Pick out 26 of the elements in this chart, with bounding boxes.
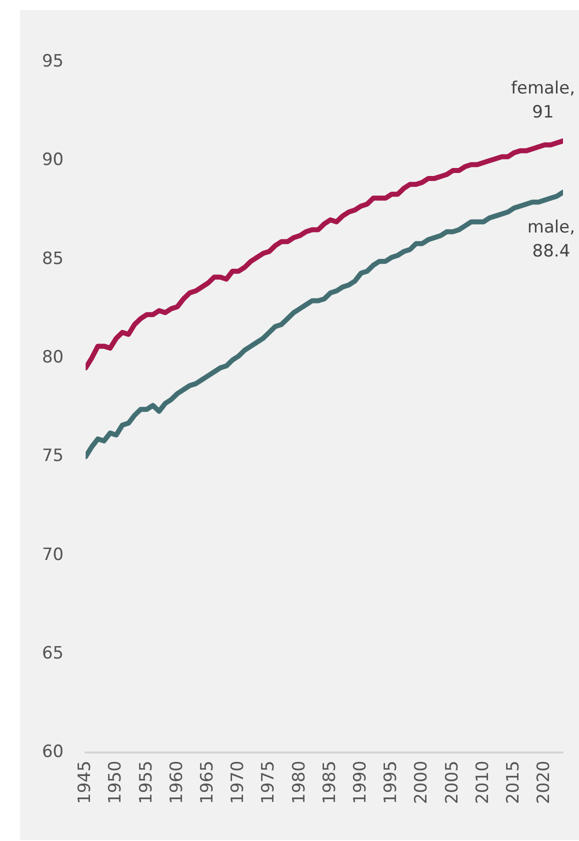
y-tick-label: 90: [42, 150, 64, 170]
x-tick-label: 1990: [350, 760, 370, 804]
y-tick-label: 85: [42, 248, 64, 269]
annotation: female, 91: [510, 78, 576, 122]
x-tick-label: 1995: [381, 760, 402, 804]
x-tick-label: 1950: [106, 760, 126, 804]
x-tick-label: 1945: [75, 760, 96, 804]
x-tick-label: 2020: [534, 760, 554, 804]
y-tick-label: 60: [42, 742, 64, 762]
x-tick-label: 1975: [258, 760, 279, 804]
x-tick-label: 2015: [503, 760, 524, 804]
x-tick-label: 2005: [442, 760, 462, 804]
x-tick-label: 2000: [412, 760, 432, 804]
x-tick-label: 1985: [320, 760, 340, 804]
x-tick-label: 1965: [197, 760, 218, 804]
x-tick-label: 1980: [289, 760, 310, 804]
x-tick-label: 1960: [166, 760, 187, 804]
y-tick-label: 65: [42, 643, 64, 664]
x-tick-label: 2010: [472, 760, 493, 804]
x-tick-label: 1955: [136, 760, 156, 804]
y-tick-label: 75: [42, 446, 64, 466]
annotation: male, 88.4: [527, 218, 576, 262]
x-tick-label: 1970: [228, 760, 248, 804]
y-tick-label: 70: [42, 544, 64, 565]
y-tick-label: 80: [42, 347, 64, 368]
y-tick-label: 95: [42, 51, 64, 72]
